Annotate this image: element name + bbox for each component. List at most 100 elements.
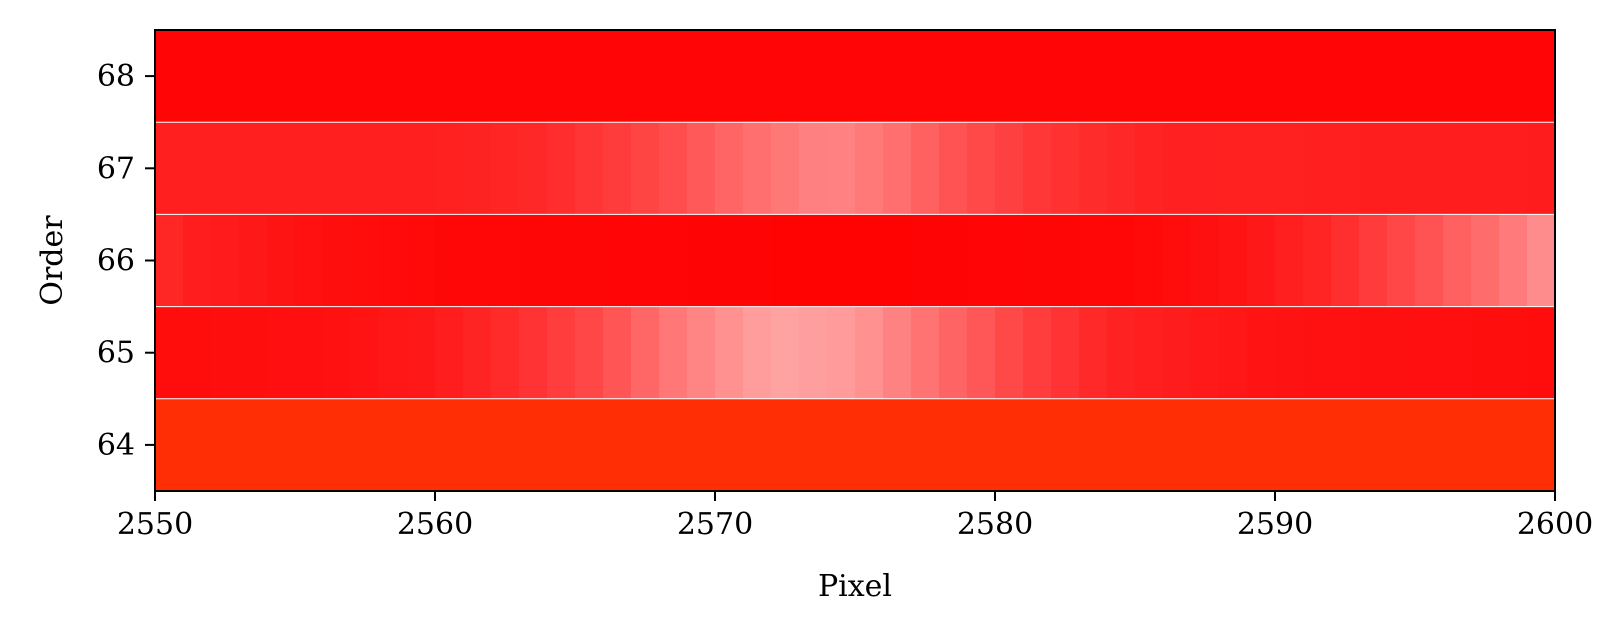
heatmap-cell-order-68-px-2551 [183,30,212,123]
heatmap-cell-order-65-px-2571 [743,306,772,399]
heatmap-cell-order-65-px-2551 [183,306,212,399]
heatmap-cell-order-65-px-2555 [295,306,324,399]
heatmap-cell-order-64-px-2595 [1415,398,1444,491]
heatmap-cell-order-67-px-2569 [687,122,716,215]
heatmap-cell-order-67-px-2578 [939,122,968,215]
heatmap-cell-order-64-px-2551 [183,398,212,491]
heatmap-cell-order-64-px-2569 [687,398,716,491]
heatmap-cell-order-65-px-2592 [1331,306,1360,399]
heatmap-cell-order-68-px-2562 [491,30,520,123]
heatmap-cell-order-68-px-2593 [1359,30,1388,123]
heatmap-cell-order-67-px-2589 [1247,122,1276,215]
heatmap-cell-order-64-px-2559 [407,398,436,491]
heatmap-cell-order-68-px-2567 [631,30,660,123]
heatmap-cell-order-65-px-2586 [1163,306,1192,399]
heatmap-cell-order-65-px-2596 [1443,306,1472,399]
heatmap-cell-order-65-px-2554 [267,306,296,399]
heatmap-cell-order-67-px-2590 [1275,122,1304,215]
heatmap-cell-order-68-px-2566 [603,30,632,123]
heatmap-cell-order-67-px-2593 [1359,122,1388,215]
x-tick-label: 2550 [117,507,193,542]
heatmap-cell-order-64-px-2594 [1387,398,1416,491]
x-tick-label: 2570 [677,507,753,542]
heatmap-cell-order-64-px-2575 [855,398,884,491]
heatmap-cell-order-64-px-2554 [267,398,296,491]
heatmap-cell-order-66-px-2565 [575,214,604,307]
heatmap-cell-order-66-px-2555 [295,214,324,307]
heatmap-cell-order-67-px-2586 [1163,122,1192,215]
heatmap-cell-order-68-px-2599 [1527,30,1556,123]
heatmap-cell-order-65-px-2575 [855,306,884,399]
heatmap-cell-order-68-px-2579 [967,30,996,123]
heatmap-cell-order-66-px-2562 [491,214,520,307]
heatmap-cell-order-68-px-2590 [1275,30,1304,123]
heatmap-cell-order-68-px-2573 [799,30,828,123]
heatmap-cell-order-64-px-2597 [1471,398,1500,491]
heatmap-cell-order-67-px-2567 [631,122,660,215]
heatmap-cell-order-67-px-2570 [715,122,744,215]
heatmap-cell-order-68-px-2552 [211,30,240,123]
heatmap-cell-order-64-px-2599 [1527,398,1556,491]
heatmap-cell-order-67-px-2559 [407,122,436,215]
heatmap-cell-order-65-px-2573 [799,306,828,399]
y-axis-label: Order [35,215,70,306]
heatmap-cell-order-65-px-2558 [379,306,408,399]
heatmap-cell-order-66-px-2589 [1247,214,1276,307]
heatmap-cell-order-65-px-2582 [1051,306,1080,399]
heatmap-cell-order-64-px-2574 [827,398,856,491]
heatmap-cell-order-66-px-2574 [827,214,856,307]
heatmap-cell-order-64-px-2592 [1331,398,1360,491]
heatmap-cell-order-68-px-2564 [547,30,576,123]
heatmap-cell-order-67-px-2555 [295,122,324,215]
heatmap-cell-order-67-px-2551 [183,122,212,215]
heatmap-cell-order-64-px-2558 [379,398,408,491]
heatmap-cell-order-66-px-2567 [631,214,660,307]
heatmap-cell-order-66-px-2595 [1415,214,1444,307]
heatmap-cell-order-64-px-2564 [547,398,576,491]
heatmap-cell-order-68-px-2585 [1135,30,1164,123]
heatmap-cell-order-64-px-2572 [771,398,800,491]
heatmap-cell-order-68-px-2576 [883,30,912,123]
heatmap-cell-order-67-px-2573 [799,122,828,215]
y-tick-label: 64 [97,428,135,463]
heatmap-cell-order-65-px-2593 [1359,306,1388,399]
heatmap-cell-order-65-px-2561 [463,306,492,399]
heatmap-cell-order-65-px-2578 [939,306,968,399]
heatmap-cell-order-64-px-2598 [1499,398,1528,491]
heatmap-cell-order-68-px-2591 [1303,30,1332,123]
heatmap-cell-order-67-px-2598 [1499,122,1528,215]
heatmap-cell-order-64-px-2557 [351,398,380,491]
heatmap-cell-order-66-px-2557 [351,214,380,307]
heatmap-cell-order-64-px-2577 [911,398,940,491]
heatmap-cell-order-67-px-2552 [211,122,240,215]
heatmap-cell-order-64-px-2567 [631,398,660,491]
heatmap-cell-order-66-px-2582 [1051,214,1080,307]
heatmap-cell-order-67-px-2585 [1135,122,1164,215]
heatmap-cell-order-64-px-2590 [1275,398,1304,491]
heatmap-cell-order-64-px-2578 [939,398,968,491]
y-axis: 64 65 66 67 68 [97,59,155,463]
heatmap-cell-order-66-px-2597 [1471,214,1500,307]
heatmap-cell-order-67-px-2583 [1079,122,1108,215]
heatmap-cell-order-64-px-2571 [743,398,772,491]
heatmap-cell-order-65-px-2565 [575,306,604,399]
heatmap-cell-order-65-px-2597 [1471,306,1500,399]
heatmap-cell-order-66-px-2552 [211,214,240,307]
heatmap-cell-order-68-px-2587 [1191,30,1220,123]
heatmap-cell-order-68-px-2586 [1163,30,1192,123]
heatmap-cell-order-65-px-2553 [239,306,268,399]
heatmap-cell-order-68-px-2588 [1219,30,1248,123]
heatmap-cell-order-64-px-2552 [211,398,240,491]
heatmap-cell-order-67-px-2591 [1303,122,1332,215]
heatmap-cell-order-68-px-2574 [827,30,856,123]
heatmap-cell-order-67-px-2575 [855,122,884,215]
heatmap-cell-order-68-px-2581 [1023,30,1052,123]
heatmap-cell-order-67-px-2568 [659,122,688,215]
heatmap-cell-order-68-px-2568 [659,30,688,123]
heatmap-cell-order-65-px-2591 [1303,306,1332,399]
heatmap-cell-order-64-px-2568 [659,398,688,491]
heatmap-cell-order-68-px-2582 [1051,30,1080,123]
heatmap-cell-order-65-px-2568 [659,306,688,399]
heatmap-cell-order-65-px-2574 [827,306,856,399]
